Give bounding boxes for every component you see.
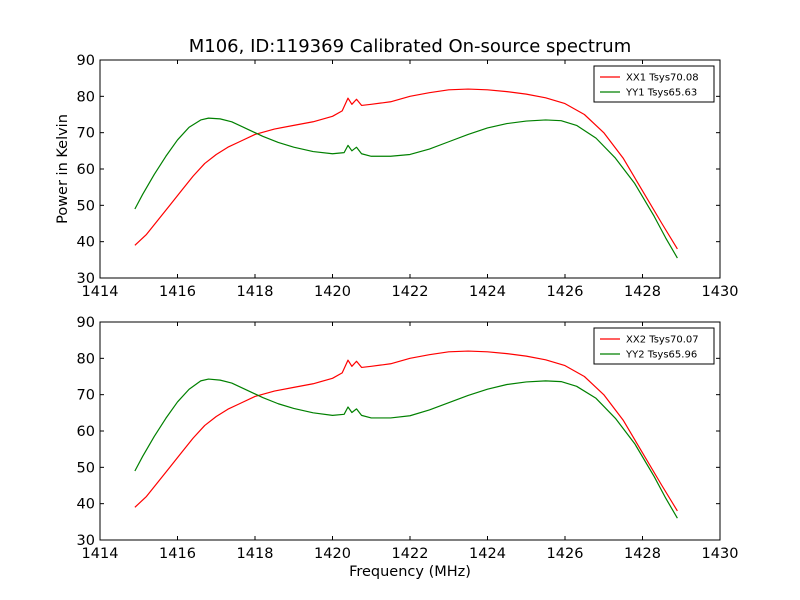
series-line-xx1	[134, 88, 678, 250]
x-tick-label: 1420	[314, 546, 351, 562]
y-tick-label: 30	[77, 271, 95, 287]
y-tick-label: 80	[77, 351, 95, 367]
y-tick-label: 30	[77, 533, 95, 549]
series-line-xx2	[134, 350, 678, 512]
y-tick-label: 60	[77, 162, 95, 178]
x-tick-label: 1418	[237, 546, 274, 562]
x-tick-label: 1416	[159, 546, 196, 562]
x-tick-label: 1422	[392, 284, 429, 300]
x-tick-label: 1424	[469, 546, 506, 562]
y-tick-label: 70	[77, 388, 95, 404]
y-tick-label: 40	[77, 497, 95, 513]
y-tick-label: 50	[77, 198, 95, 214]
legend: XX1 Tsys70.08 YY1 Tsys65.63	[593, 65, 715, 103]
x-tick-label: 1426	[547, 546, 584, 562]
x-tick-label: 1418	[237, 284, 274, 300]
series-line-yy2	[134, 378, 678, 519]
x-tick-label: 1414	[82, 284, 119, 300]
legend-label: YY2 Tsys65.96	[625, 350, 697, 361]
x-axis-label: Frequency (MHz)	[349, 564, 471, 580]
x-tick-label: 1430	[702, 284, 739, 300]
legend-label: XX1 Tsys70.08	[626, 73, 699, 84]
y-tick-label: 70	[77, 126, 95, 142]
legend-label: XX2 Tsys70.07	[626, 335, 699, 346]
y-tick-label: 60	[77, 424, 95, 440]
chart-title: M106, ID:119369 Calibrated On-source spe…	[189, 36, 631, 57]
x-tick-label: 1430	[702, 546, 739, 562]
x-tick-label: 1428	[624, 546, 661, 562]
y-tick-label: 90	[77, 315, 95, 331]
legend-box	[593, 65, 715, 103]
x-tick-label: 1424	[469, 284, 506, 300]
legend: XX2 Tsys70.07 YY2 Tsys65.96	[593, 327, 715, 365]
y-tick-label: 80	[77, 89, 95, 105]
legend-box	[593, 327, 715, 365]
series-line-yy1	[134, 117, 678, 259]
y-axis-label: Power in Kelvin	[55, 114, 71, 224]
x-tick-label: 1428	[624, 284, 661, 300]
legend-label: YY1 Tsys65.63	[625, 88, 697, 99]
y-tick-label: 90	[77, 53, 95, 69]
x-tick-label: 1416	[159, 284, 196, 300]
x-tick-label: 1414	[82, 546, 119, 562]
subplot-bottom: 1414 1416 1418 1420 1422 1424 1426 1428 1430 30 40…	[77, 315, 739, 580]
x-tick-label: 1420	[314, 284, 351, 300]
x-tick-label: 1426	[547, 284, 584, 300]
subplot-top: 1414 1416 1418 1420 1422 1424 1426 1428 1430 30 40…	[55, 53, 738, 300]
y-tick-label: 40	[77, 235, 95, 251]
y-tick-label: 50	[77, 460, 95, 476]
x-tick-label: 1422	[392, 546, 429, 562]
